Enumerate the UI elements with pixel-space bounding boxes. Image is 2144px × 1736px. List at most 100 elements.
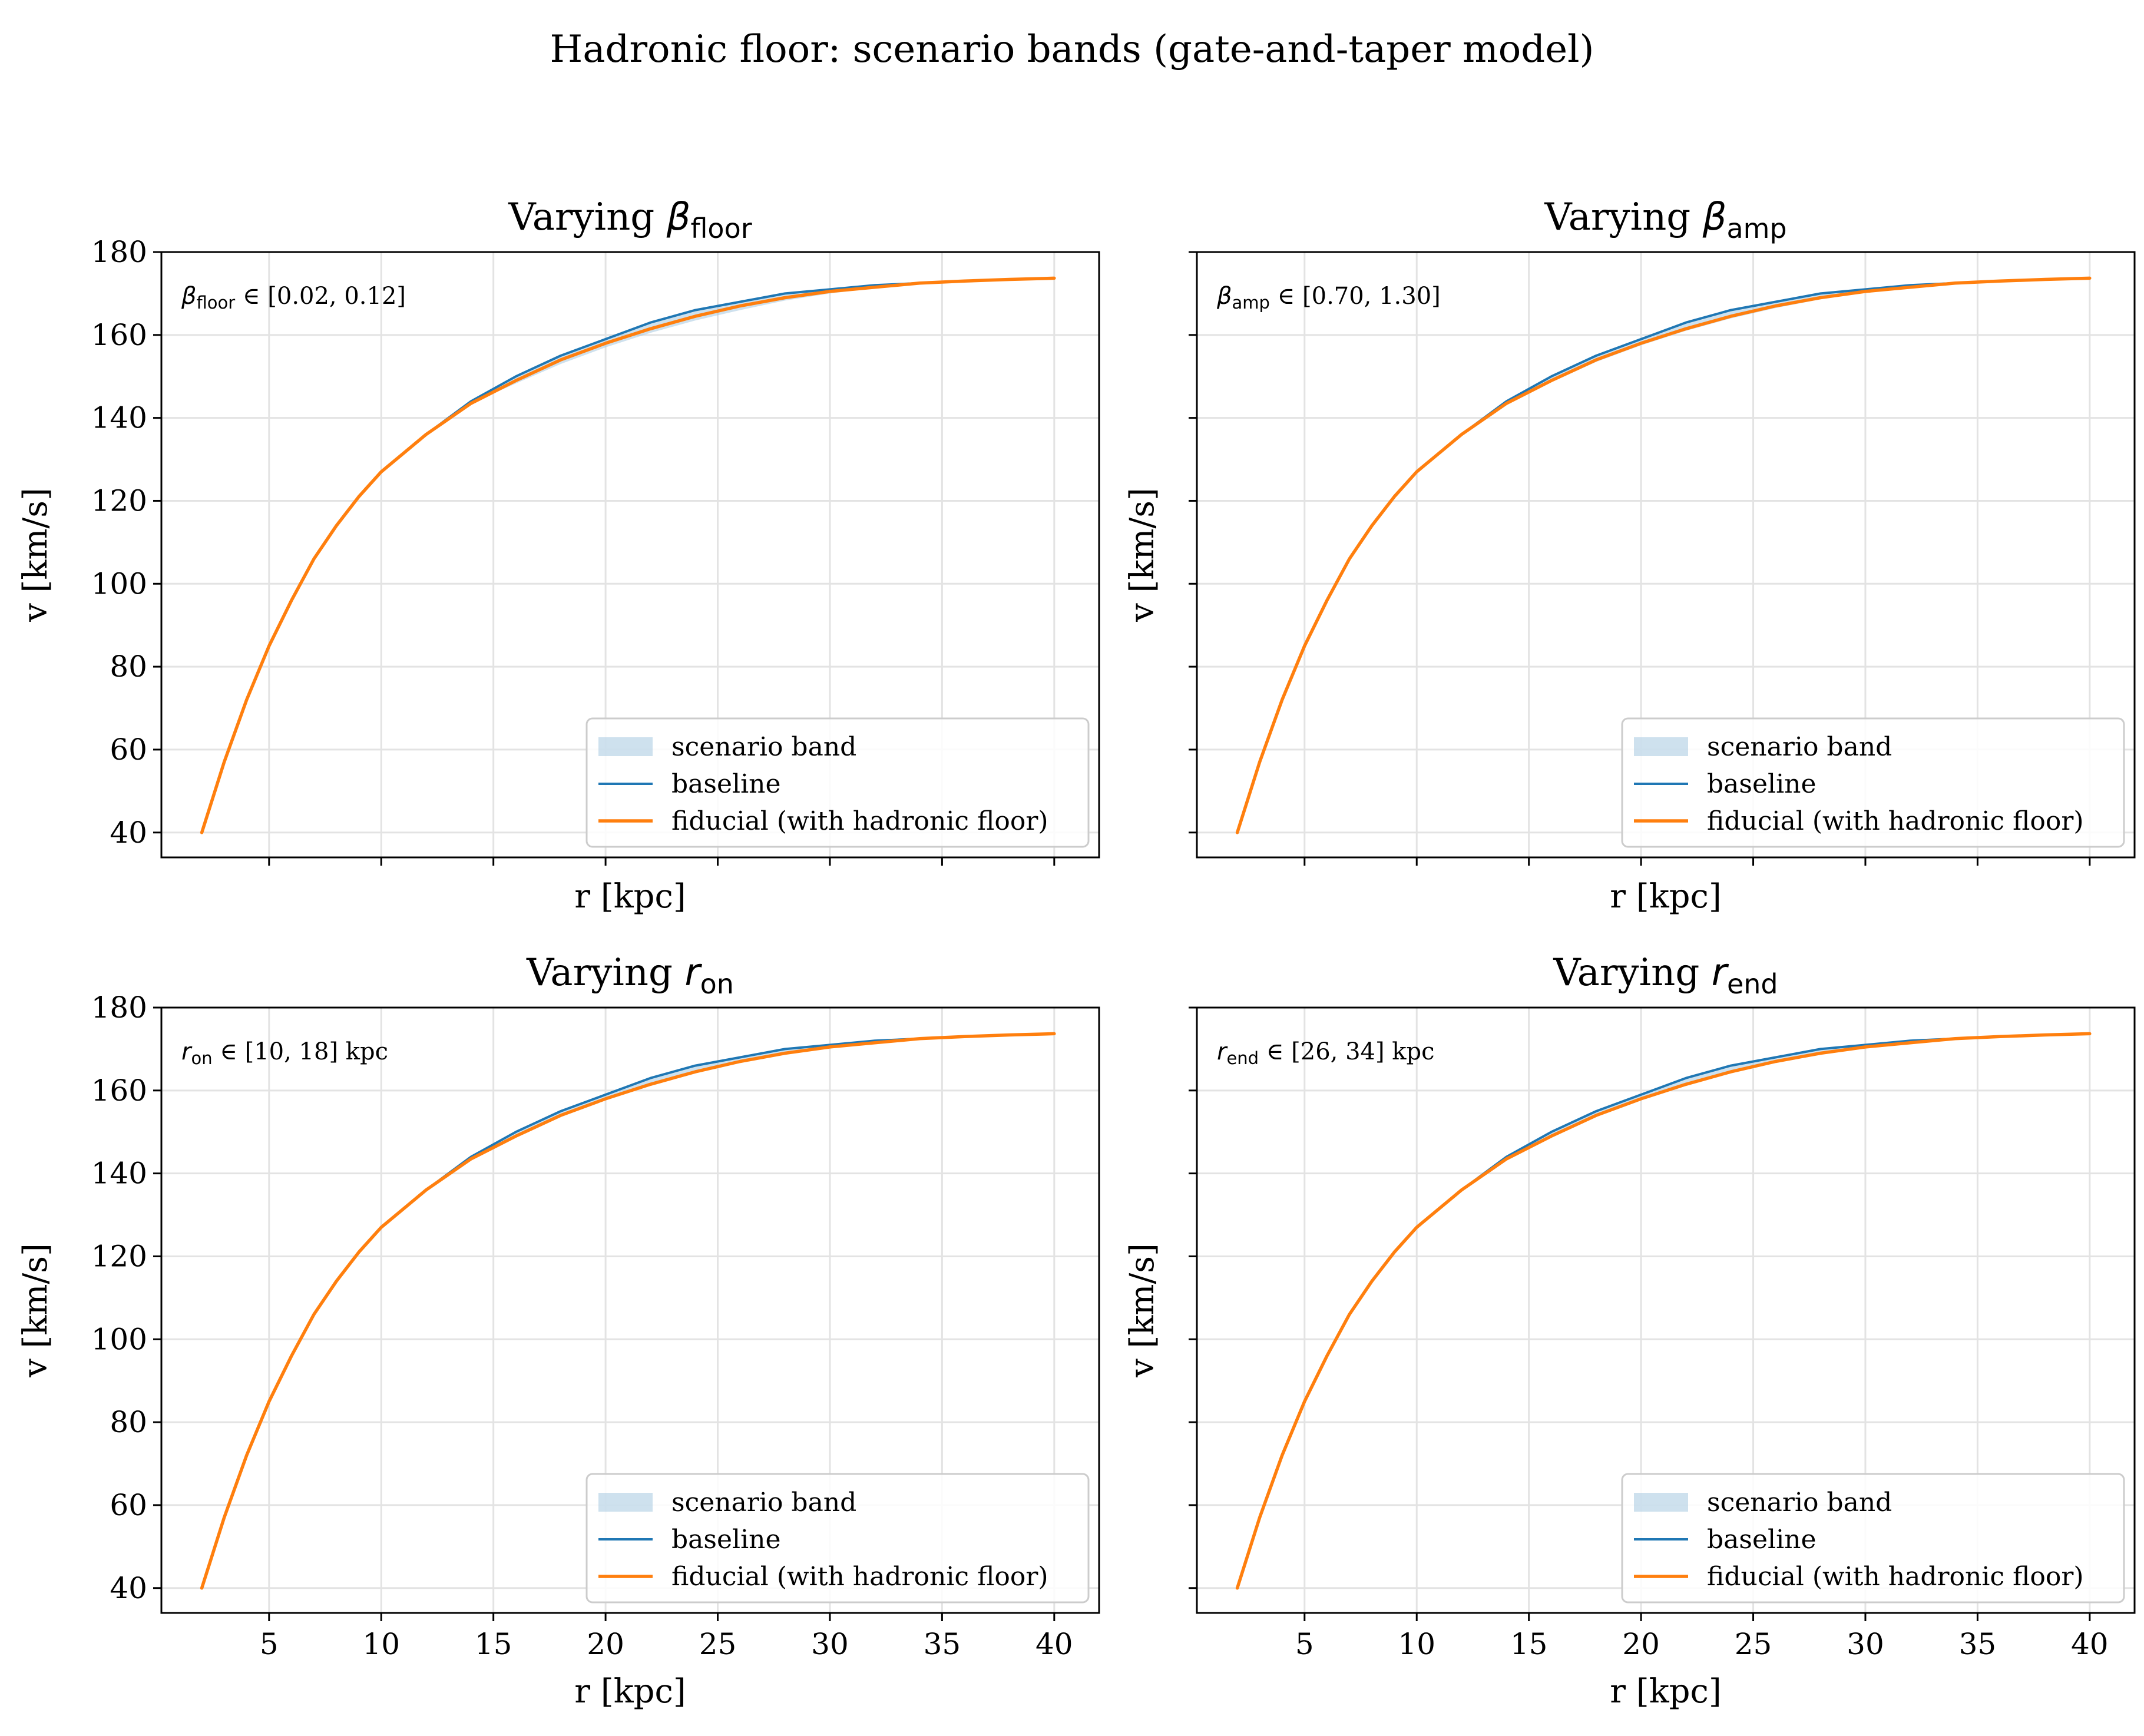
annotation-symbol: r	[1217, 1038, 1228, 1065]
y-tick-label: 60	[110, 733, 147, 767]
y-tick-label: 160	[91, 318, 147, 352]
annotation-subscript: amp	[1232, 293, 1270, 313]
annotation-symbol: r	[181, 1038, 193, 1065]
legend-label: fiducial (with hadronic floor)	[1707, 806, 2084, 836]
chart-panel-3: 5 10 15 20 25 30 35 40 40 60 80 100 120 140 160 180 Vary…	[16, 951, 1100, 1711]
annotation-range: ∈ [0.02, 0.12]	[235, 283, 406, 310]
range-annotation: ron ∈ [10, 18] kpc	[181, 1038, 388, 1068]
y-tick-label: 100	[91, 566, 147, 601]
figure-suptitle: Hadronic floor: scenario bands (gate-and…	[550, 28, 1594, 71]
legend-swatch-band	[598, 737, 653, 756]
panel-title-prefix: Varying	[508, 196, 666, 239]
panel-title-subscript: end	[1727, 968, 1778, 1000]
series-line-fiducial	[200, 1032, 1056, 1590]
legend-label: scenario band	[671, 732, 856, 762]
panel-title-prefix: Varying	[526, 951, 684, 995]
panel-title-subscript: amp	[1726, 213, 1786, 244]
legend-label: baseline	[1707, 769, 1817, 799]
x-tick-label: 5	[260, 1627, 279, 1661]
legend-label: fiducial (with hadronic floor)	[671, 1562, 1048, 1592]
y-tick-label: 160	[91, 1074, 147, 1108]
x-tick-label: 15	[1510, 1627, 1548, 1661]
legend: scenario band baseline fiducial (with hadr…	[585, 1473, 1090, 1604]
annotation-range: ∈ [0.70, 1.30]	[1270, 283, 1441, 310]
x-tick-label: 20	[587, 1627, 624, 1661]
panel-title-symbol: β	[1702, 196, 1727, 239]
annotation-subscript: floor	[197, 293, 236, 313]
legend-label: baseline	[1707, 1525, 1817, 1555]
legend-swatch-band	[1634, 737, 1688, 756]
legend-box	[1621, 717, 2125, 848]
axes-frame	[1196, 251, 2136, 859]
y-tick-label: 40	[110, 1571, 147, 1605]
annotation-subscript: on	[191, 1048, 212, 1068]
annotation-range: ∈ [10, 18] kpc	[213, 1038, 388, 1065]
panel-title: Varying rend	[1553, 951, 1778, 1000]
legend: scenario band baseline fiducial (with hadr…	[1621, 717, 2125, 848]
y-tick-label: 100	[91, 1322, 147, 1356]
x-tick-label: 30	[811, 1627, 849, 1661]
panel-title: Varying ron	[526, 951, 734, 1000]
x-tick-label: 10	[1398, 1627, 1435, 1661]
x-tick-label: 40	[2071, 1627, 2109, 1661]
panel-title-prefix: Varying	[1553, 951, 1711, 995]
legend-box	[585, 717, 1090, 848]
y-tick-label: 180	[91, 990, 147, 1025]
x-tick-label: 25	[699, 1627, 737, 1661]
y-tick-label: 180	[91, 235, 147, 269]
x-axis-label: r [kpc]	[1610, 877, 1721, 916]
x-tick-label: 5	[1295, 1627, 1314, 1661]
range-annotation: rend ∈ [26, 34] kpc	[1217, 1038, 1435, 1068]
range-annotation: βfloor ∈ [0.02, 0.12]	[181, 283, 406, 313]
x-tick-label: 25	[1735, 1627, 1772, 1661]
y-tick-label: 120	[91, 483, 147, 518]
panel-title-subscript: floor	[690, 213, 752, 244]
x-axis-label: r [kpc]	[574, 1672, 686, 1711]
axes-frame	[1196, 1006, 2136, 1614]
annotation-range: ∈ [26, 34] kpc	[1259, 1038, 1434, 1065]
x-tick-label: 35	[1959, 1627, 1997, 1661]
y-axis-label: v [km/s]	[16, 488, 55, 622]
series-line-fiducial	[1235, 276, 2092, 834]
panel-title-symbol: β	[666, 196, 691, 239]
x-tick-label: 40	[1035, 1627, 1073, 1661]
legend-swatch-band	[1634, 1493, 1688, 1512]
x-tick-label: 30	[1847, 1627, 1884, 1661]
axes-frame	[160, 1006, 1100, 1614]
legend-label: fiducial (with hadronic floor)	[1707, 1562, 2084, 1592]
axes-frame	[160, 251, 1100, 859]
y-axis-label: v [km/s]	[1123, 1243, 1162, 1378]
series-line-fiducial	[200, 276, 1056, 834]
legend-label: baseline	[671, 1525, 781, 1555]
y-tick-label: 140	[91, 401, 147, 435]
panel-title: Varying βfloor	[508, 196, 752, 244]
annotation-symbol: β	[181, 283, 197, 310]
x-tick-label: 10	[362, 1627, 400, 1661]
legend-label: baseline	[671, 769, 781, 799]
legend: scenario band baseline fiducial (with hadr…	[1621, 1473, 2125, 1604]
legend-label: scenario band	[1707, 732, 1892, 762]
panel-title-symbol: r	[1712, 951, 1729, 995]
legend: scenario band baseline fiducial (with hadr…	[585, 717, 1090, 848]
panel-title-symbol: r	[684, 951, 702, 995]
legend-label: scenario band	[671, 1487, 856, 1518]
annotation-symbol: β	[1216, 283, 1232, 310]
x-axis-label: r [kpc]	[574, 877, 686, 916]
panel-title: Varying βamp	[1544, 196, 1786, 244]
x-tick-label: 20	[1622, 1627, 1660, 1661]
legend-box	[585, 1473, 1090, 1604]
legend-label: scenario band	[1707, 1487, 1892, 1518]
y-tick-label: 140	[91, 1157, 147, 1191]
panel-title-subscript: on	[700, 968, 734, 1000]
y-tick-label: 60	[110, 1488, 147, 1522]
x-tick-label: 15	[475, 1627, 512, 1661]
y-axis-label: v [km/s]	[16, 1243, 55, 1378]
y-tick-label: 80	[110, 1405, 147, 1439]
y-tick-label: 120	[91, 1239, 147, 1273]
y-tick-label: 80	[110, 650, 147, 684]
